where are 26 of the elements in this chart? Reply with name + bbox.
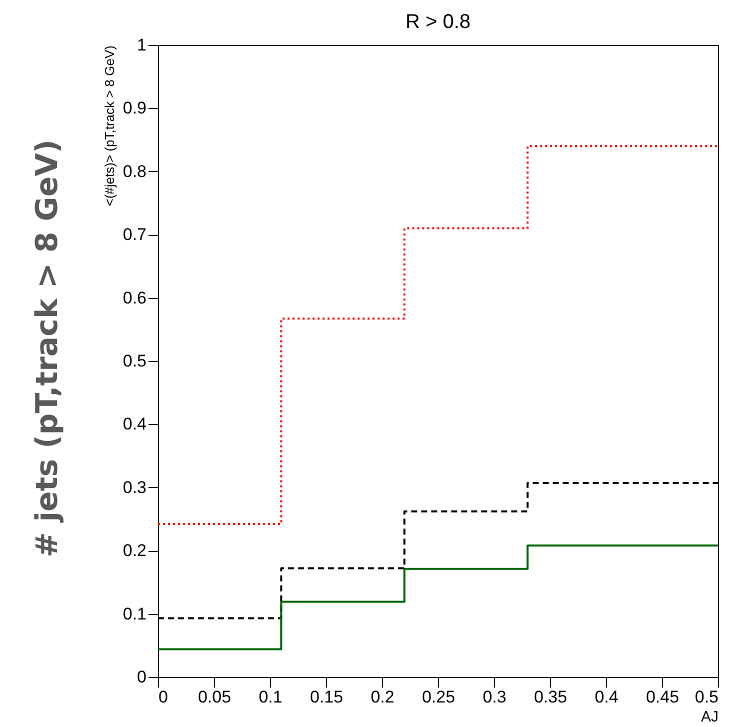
- y-tick-label: 0.1: [122, 604, 146, 624]
- x-tick-label: 0.45: [646, 688, 680, 706]
- y-axis-title: <(#jets)> (pT,track > 8 GeV): [102, 46, 117, 206]
- x-tick-label: 0.3: [482, 688, 506, 706]
- x-tick-label: 0.1: [258, 688, 282, 706]
- x-tick-label: 0.4: [594, 688, 618, 706]
- y-tick-label: 0.4: [122, 414, 146, 434]
- x-tick-label: 0.05: [198, 688, 232, 706]
- y-tick-label: 0.8: [122, 162, 146, 181]
- y-tick-label: 0.7: [122, 225, 146, 244]
- y-tick-label: 0.5: [122, 352, 146, 370]
- text: # jets (pT,track > 8 GeV): [30, 139, 65, 558]
- y-tick-label: 0: [137, 668, 146, 686]
- x-tick-label: 0.25: [422, 688, 456, 706]
- y-tick-label: 0.6: [122, 288, 146, 308]
- y-tick-label: 0.2: [122, 541, 146, 560]
- x-tick-label: 0: [158, 688, 168, 706]
- x-tick-label: 0.2: [370, 688, 394, 706]
- y-tick-label: 0.9: [122, 98, 146, 118]
- x-tick-label: 0.5: [694, 688, 718, 706]
- x-tick-label: 0.15: [310, 688, 344, 706]
- x-tick-label: 0.35: [534, 688, 568, 706]
- y-tick-label: 0.3: [122, 478, 146, 497]
- chart-title: R > 0.8: [405, 11, 471, 33]
- x-axis-title: AJ: [700, 708, 718, 726]
- y-tick-label: 1: [137, 36, 146, 54]
